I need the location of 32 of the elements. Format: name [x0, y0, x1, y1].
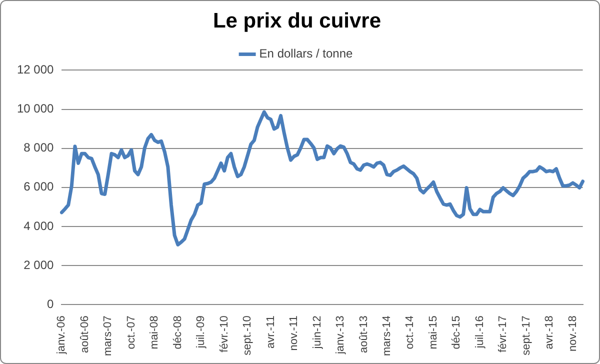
legend-label: En dollars / tonne	[259, 46, 354, 61]
x-tick-label: janv.-06	[56, 316, 68, 355]
y-tick-label: 8 000	[24, 140, 54, 155]
x-tick-label: janv.-13	[334, 316, 347, 355]
y-tick-label: 4 000	[24, 218, 54, 233]
x-tick-label: août-13	[358, 316, 370, 353]
x-tick-label: avr.-18	[544, 316, 556, 350]
x-tick-label: sept.-17	[520, 316, 532, 356]
x-tick-label: juil.-09	[195, 316, 208, 350]
x-tick-label: nov.-11	[288, 316, 300, 351]
chart-title: Le prix du cuivre	[212, 9, 382, 32]
x-tick-label: mars-14	[381, 316, 394, 356]
x-tick-label: nov.-18	[566, 316, 579, 352]
x-tick-label: juil.-16	[474, 316, 486, 350]
x-tick-label: mai-15	[427, 316, 440, 350]
y-tick-label: 0	[47, 296, 54, 311]
x-tick-label: sept.-10	[242, 316, 254, 356]
y-tick-label: 12 000	[17, 62, 54, 77]
x-tick-label: févr.-17	[497, 316, 510, 352]
x-tick-label: oct.-07	[125, 316, 138, 350]
x-tick-label: mars-07	[102, 316, 114, 356]
x-tick-label: févr.-10	[218, 316, 230, 352]
y-tick-label: 2 000	[24, 258, 54, 272]
x-tick-label: août-06	[78, 316, 91, 353]
x-tick-label: mai-08	[148, 316, 161, 350]
x-tick-label: avr.-11	[264, 316, 277, 348]
x-tick-label: déc-08	[172, 316, 184, 350]
y-tick-label: 10 000	[17, 102, 54, 116]
x-tick-label: juin-12	[311, 316, 324, 350]
y-tick-label: 6 000	[24, 180, 54, 194]
x-tick-label: oct.-14	[404, 316, 416, 350]
x-tick-label: déc-15	[450, 316, 463, 350]
